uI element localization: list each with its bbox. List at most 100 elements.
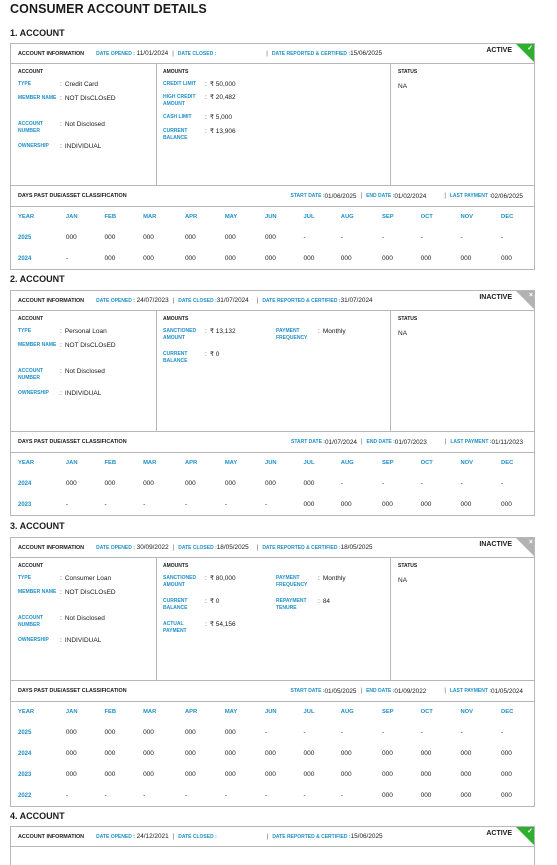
table-header-row: YEAR JAN FEB MAR APR MAY JUN JUL AUG SEP OCT NOV DEC — [11, 207, 534, 227]
dpd-cell: - — [143, 501, 146, 508]
end-date-value: 01/02/2024 — [394, 192, 427, 200]
amount-row: CURRENT BALANCE: ₹ 13,906 — [163, 128, 236, 141]
table-row: 2023 000 000 000 000 000 000 000 000 000 000 000 000 — [11, 764, 534, 785]
colon: : — [205, 351, 207, 358]
date-closed-label: DATE CLOSED : — [178, 544, 217, 551]
account-card: ACCOUNT INFORMATION DATE OPENED : 24/07/2… — [10, 290, 535, 516]
divider: | — [172, 50, 174, 57]
dpd-cell: 000 — [460, 750, 472, 757]
dpd-cell: - — [264, 792, 268, 799]
table-row: 2024 000 000 000 000 000 000 000 000 000 000 000 000 — [11, 743, 534, 764]
ownership-row: OWNERSHIP: INDIVIDUAL — [18, 390, 101, 397]
end-date-value: 01/07/2023 — [394, 438, 427, 446]
type-label: TYPE — [18, 575, 32, 581]
account-status-badge: ACTIVE — [486, 47, 512, 54]
ownership-value: INDIVIDUAL — [64, 637, 102, 644]
dpd-cell: - — [420, 729, 423, 736]
table-row: 2023 - - - - - - 000 000 000 000 000 000 — [11, 494, 534, 515]
dpd-cell: - — [460, 729, 463, 736]
account-info-label: ACCOUNT INFORMATION — [18, 544, 85, 551]
amount-label: CREDIT LIMIT — [163, 81, 197, 87]
status-column-title: STATUS — [398, 563, 418, 569]
dpd-cell: 000 — [382, 792, 393, 799]
type-value: Personal Loan — [64, 328, 107, 335]
dpd-cell: - — [501, 234, 504, 241]
colon: : — [60, 390, 62, 397]
dpd-cell: - — [460, 234, 463, 241]
amount-label: SANCTIONED AMOUNT — [163, 328, 197, 341]
amount-value: ₹ 13,132 — [209, 328, 236, 335]
column-header: SEP — [382, 214, 394, 220]
table-row: 2022 - - - - - - - - 000 000 000 000 — [11, 785, 534, 806]
type-row: TYPE: Consumer Loan — [18, 575, 111, 582]
account-column: ACCOUNT TYPE: Credit Card MEMBER NAME: NOT D… — [11, 64, 157, 185]
amount-label: CURRENT BALANCE — [163, 128, 188, 141]
dpd-cell: 000 — [420, 771, 432, 778]
column-header: APR — [184, 460, 198, 466]
date-opened-value: 24/07/2023 — [134, 297, 169, 304]
end-date-value: 01/09/2022 — [394, 687, 427, 695]
dpd-cell: 000 — [184, 771, 196, 778]
member-name-value: NOT DIsCLOsED — [64, 342, 116, 349]
type-row: TYPE: Personal Loan — [18, 328, 107, 335]
colon: : — [205, 114, 207, 121]
dpd-cell: 000 — [382, 771, 393, 778]
dpd-cell: 000 — [460, 792, 472, 799]
dpd-cell: 000 — [65, 729, 77, 736]
column-header: YEAR — [18, 460, 35, 466]
amount-value: ₹ 20,482 — [209, 94, 236, 101]
dpd-cell: 000 — [264, 750, 276, 757]
date-opened-label: DATE OPENED : — [96, 545, 135, 551]
dpd-cell: 000 — [420, 750, 432, 757]
column-header: AUG — [340, 709, 354, 715]
account-number-label: ACCOUNT NUMBER — [18, 121, 43, 134]
amount-row: CASH LIMIT: ₹ 5,000 — [163, 114, 232, 121]
dpd-cell: 000 — [501, 771, 512, 778]
column-header: MAR — [143, 214, 157, 220]
check-icon: ✓ — [527, 828, 533, 835]
column-header: DEC — [501, 214, 514, 220]
date-opened-label: DATE OPENED : — [96, 298, 135, 304]
dpd-cell: - — [340, 234, 343, 241]
account-number-row: ACCOUNT NUMBER: Not Disclosed — [18, 615, 105, 628]
dpd-cell: 000 — [184, 480, 196, 487]
ownership-label: OWNERSHIP — [18, 143, 49, 149]
dpd-cell: 000 — [104, 480, 116, 487]
account-column-title: ACCOUNT — [18, 69, 43, 75]
year-cell: 2024 — [18, 255, 32, 262]
end-date-label: END DATE : — [366, 439, 395, 445]
dpd-bar: DAYS PAST DUE/ASSET CLASSIFICATION START … — [11, 681, 534, 702]
year-cell: 2022 — [18, 792, 32, 799]
colon: : — [60, 121, 62, 128]
dpd-cell: 000 — [420, 501, 432, 508]
column-header: JUN — [264, 709, 277, 715]
dpd-cell: 000 — [184, 750, 196, 757]
dpd-dates: START DATE : 01/06/2025 | END DATE : 01/02… — [291, 193, 523, 200]
account-column: ACCOUNT TYPE: Consumer Loan MEMBER NAME: NOT… — [11, 558, 157, 680]
dpd-cell: - — [501, 729, 504, 736]
colon: : — [318, 328, 320, 335]
table-header-row: YEAR JAN FEB MAR APR MAY JUN JUL AUG SEP OCT NOV DEC — [11, 702, 534, 722]
column-header: DEC — [501, 460, 514, 466]
amount-value: Monthly — [322, 328, 346, 335]
divider: | — [256, 544, 259, 551]
amount-row: CURRENT BALANCE: ₹ 0 — [163, 351, 219, 364]
account-info-label: ACCOUNT INFORMATION — [18, 297, 85, 304]
date-closed-label: DATE CLOSED : — [177, 50, 217, 57]
column-header: JUN — [264, 214, 277, 220]
dpd-cell: 000 — [264, 234, 276, 241]
dpd-cell: 000 — [224, 234, 236, 241]
dpd-cell: 000 — [224, 480, 236, 487]
account-status-badge: ACTIVE — [486, 830, 512, 837]
account-number-label: ACCOUNT NUMBER — [18, 615, 43, 628]
amount-value: ₹ 50,000 — [209, 81, 236, 88]
dpd-cell: - — [65, 792, 69, 799]
column-header: NOV — [460, 460, 474, 466]
account-info-label: ACCOUNT INFORMATION — [18, 833, 85, 840]
last-payment-value: 01/05/2024 — [491, 687, 523, 695]
dpd-cell: - — [460, 480, 463, 487]
type-label: TYPE — [18, 328, 32, 334]
account-card: ACCOUNT INFORMATION DATE OPENED : 30/09/2… — [10, 537, 535, 807]
amounts-column: AMOUNTS SANCTIONED AMOUNT: ₹ 13,132 CURRENT… — [157, 311, 391, 431]
amount-value: ₹ 80,000 — [209, 575, 236, 582]
